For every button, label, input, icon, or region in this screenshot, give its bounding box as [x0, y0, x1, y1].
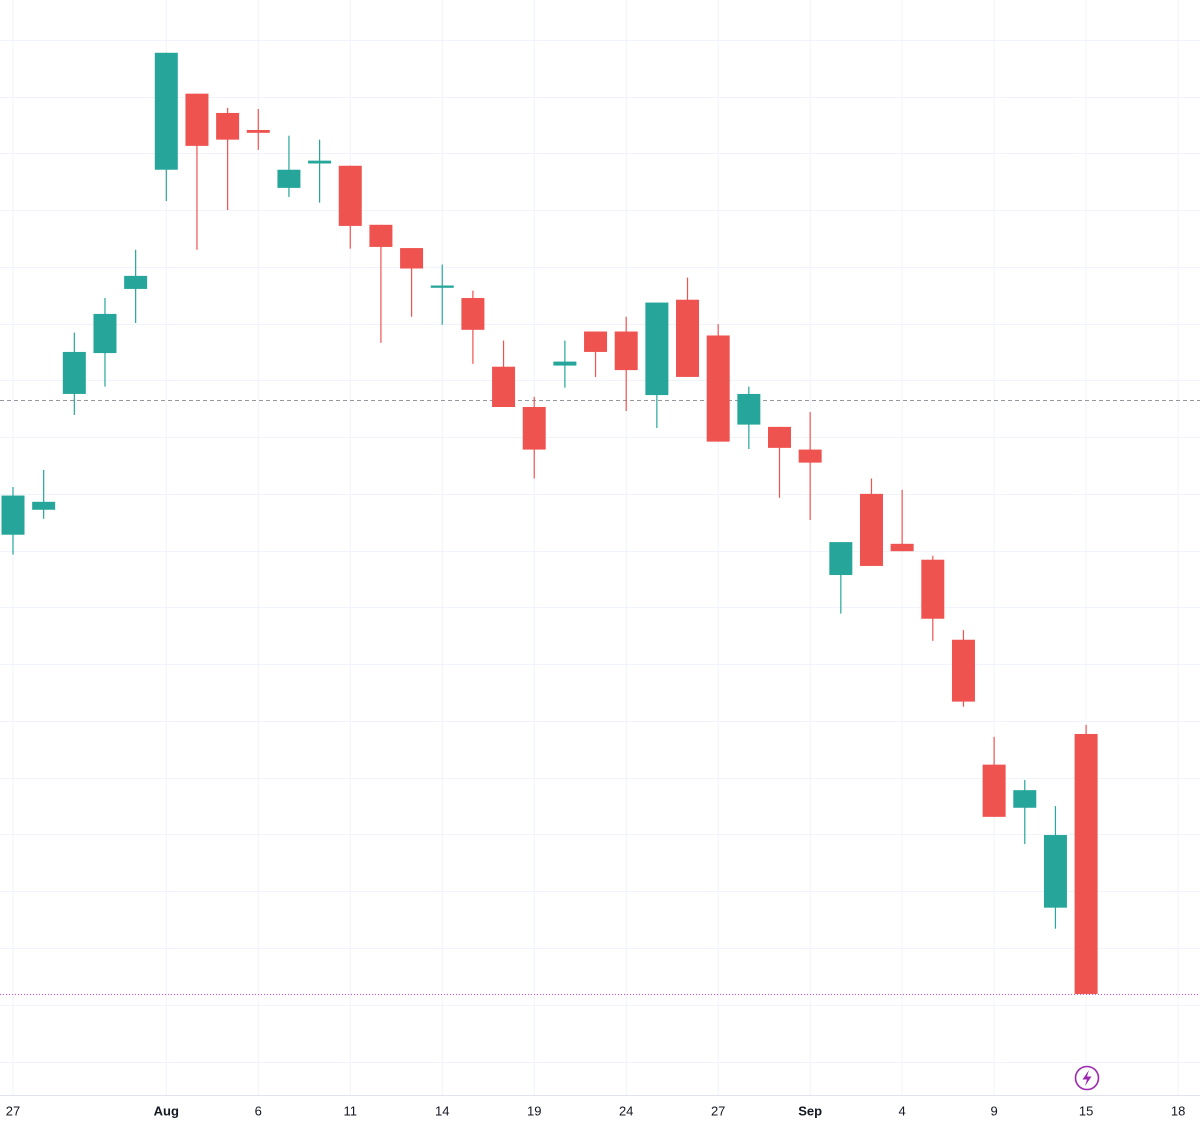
candle-body	[982, 764, 1006, 817]
candle-body	[1043, 835, 1067, 908]
grid	[0, 0, 1200, 1095]
x-tick-label: 4	[899, 1103, 906, 1118]
candle-body	[1074, 733, 1098, 994]
candle-body	[676, 299, 700, 377]
candle-body	[185, 93, 209, 146]
candle-body	[1, 495, 25, 535]
candle-body	[798, 449, 822, 463]
candle-body	[951, 639, 975, 702]
x-tick-label: 27	[711, 1103, 725, 1118]
live-icon-bolt	[1082, 1070, 1092, 1086]
candle-body	[32, 501, 56, 510]
candle-body	[768, 426, 791, 448]
candle-body	[829, 542, 853, 576]
x-tick-label: 11	[344, 1103, 358, 1118]
x-tick-label: 27	[6, 1103, 20, 1118]
x-tick-label: 14	[435, 1103, 449, 1118]
candle-body	[430, 285, 454, 288]
time-axis: 27 Aug 6 11 14 19 24 27 Sep 4 9 15 18	[6, 1103, 1186, 1118]
x-tick-label: 18	[1171, 1103, 1185, 1118]
x-tick-label: 9	[991, 1103, 998, 1118]
live-icon	[1074, 1065, 1100, 1091]
candle-body	[890, 543, 914, 552]
candle-body	[400, 248, 424, 269]
candle-body	[1013, 790, 1037, 808]
candle-body	[645, 302, 669, 396]
candle-body	[614, 331, 638, 371]
candle-body	[93, 313, 117, 354]
candle-body	[461, 298, 485, 330]
x-tick-label: 19	[527, 1103, 541, 1118]
candle-body	[308, 160, 332, 164]
candle-body	[154, 52, 178, 170]
x-tick-label: 6	[255, 1103, 262, 1118]
candle-body	[522, 407, 546, 450]
candle-body	[277, 169, 301, 188]
candle-body	[737, 393, 761, 425]
x-tick-label: 15	[1079, 1103, 1093, 1118]
candle-body	[369, 224, 393, 247]
candle-body	[62, 351, 86, 394]
x-tick-label: Sep	[798, 1103, 822, 1118]
candle-body	[338, 165, 362, 226]
x-tick-label: 24	[619, 1103, 633, 1118]
candle-body	[584, 331, 608, 352]
candle-body	[859, 493, 883, 566]
reference-lines	[0, 400, 1200, 995]
x-tick-label: Aug	[154, 1103, 179, 1118]
candles	[1, 52, 1098, 994]
candle-body	[124, 275, 148, 289]
candle-body	[246, 129, 270, 133]
candle-body	[492, 366, 516, 408]
candle-body	[553, 361, 577, 366]
candle-body	[216, 112, 240, 140]
candle-body	[706, 335, 730, 442]
candle-body	[921, 559, 945, 619]
